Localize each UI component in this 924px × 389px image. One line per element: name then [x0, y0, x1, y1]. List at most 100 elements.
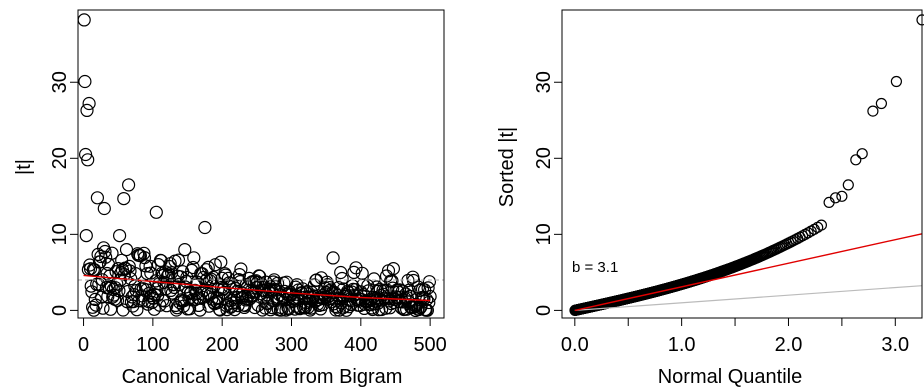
right-reference-line: [574, 285, 923, 311]
left-point: [348, 283, 362, 297]
left-point: [80, 103, 94, 118]
left-point: [112, 284, 126, 298]
left-point: [78, 74, 92, 89]
right-point: [842, 179, 854, 191]
left-point: [139, 259, 153, 273]
left-point: [152, 277, 166, 291]
left-point: [187, 251, 201, 265]
left-point: [238, 298, 252, 313]
right-y-tick-label: 0: [533, 305, 555, 316]
left-point: [367, 272, 381, 286]
left-x-tick-label: 400: [344, 334, 377, 356]
left-point: [178, 243, 192, 257]
left-point: [97, 201, 111, 216]
left-point: [198, 220, 212, 235]
right-y-tick-label: 30: [533, 71, 555, 93]
left-point: [326, 251, 340, 265]
right-point: [836, 190, 848, 202]
left-point: [214, 255, 228, 269]
left-y-tick-label: 20: [49, 147, 71, 169]
left-y-tick-label: 10: [49, 223, 71, 245]
right-x-axis: 0.0 1.0 2.0 3.0: [561, 318, 909, 356]
right-point: [916, 14, 924, 26]
left-point: [234, 262, 248, 276]
right-panel: 0.0 1.0 2.0 3.0 0 10 20 30 b = 3.1 Normal Quan…: [496, 9, 924, 388]
left-point: [137, 246, 151, 260]
right-x-axis-label: Normal Quantile: [658, 366, 803, 388]
left-point: [204, 272, 218, 286]
left-point: [171, 253, 186, 267]
left-y-axis-label: |t|: [13, 159, 35, 175]
left-point: [422, 295, 436, 310]
right-point: [867, 105, 879, 117]
left-point: [420, 303, 434, 317]
left-y-tick-label: 0: [49, 305, 71, 316]
right-point: [856, 148, 868, 160]
left-point: [143, 259, 157, 273]
right-y-axis: 0 10 20 30: [533, 71, 562, 316]
left-point: [219, 268, 233, 282]
right-point: [850, 154, 862, 166]
right-x-tick-label: 3.0: [881, 334, 909, 356]
right-y-tick-label: 20: [533, 147, 555, 169]
right-x-tick-label: 1.0: [668, 334, 696, 356]
left-point: [105, 246, 119, 260]
left-point: [81, 153, 95, 167]
left-point: [149, 205, 163, 219]
right-point: [815, 219, 828, 231]
left-point: [84, 279, 98, 293]
left-x-tick-label: 100: [136, 334, 169, 356]
left-point: [88, 292, 102, 306]
left-x-axis: 0 100 200 300 400 500: [78, 318, 447, 356]
left-plot-frame: [77, 9, 445, 319]
left-point: [248, 300, 262, 315]
right-point: [890, 75, 903, 88]
right-y-tick-label: 10: [533, 223, 555, 245]
left-x-tick-label: 0: [78, 334, 89, 356]
left-point: [79, 229, 93, 243]
right-fit-line: [574, 233, 923, 312]
left-x-tick-label: 200: [205, 334, 238, 356]
left-point: [122, 178, 136, 192]
left-point: [342, 300, 356, 314]
left-panel: 0 100 200 300 400 500 0 10 20 30 Canonical Varia…: [13, 9, 447, 388]
left-point: [99, 250, 113, 264]
left-point: [423, 289, 437, 304]
left-points: [77, 13, 437, 317]
left-point: [165, 286, 179, 300]
right-point: [875, 97, 888, 110]
left-x-axis-label: Canonical Variable from Bigram: [122, 366, 403, 388]
left-point: [193, 303, 207, 317]
right-y-axis-label: Sorted |t|: [496, 127, 518, 207]
right-x-tick-label: 0.0: [561, 334, 589, 356]
left-point: [422, 275, 436, 289]
left-x-tick-label: 500: [413, 334, 446, 356]
left-point: [406, 273, 421, 288]
left-point: [232, 268, 247, 282]
left-point: [254, 276, 268, 290]
left-trend-line: [83, 274, 431, 302]
right-plot-frame: [561, 9, 923, 319]
left-point: [335, 271, 349, 286]
left-point: [421, 281, 435, 295]
left-y-tick-label: 30: [49, 71, 71, 93]
left-point: [264, 303, 278, 317]
left-point: [119, 243, 134, 257]
left-point: [77, 13, 91, 27]
left-point: [188, 283, 202, 297]
right-points: [569, 14, 924, 316]
left-point: [82, 96, 96, 111]
left-point: [334, 265, 348, 280]
left-point: [117, 192, 131, 206]
slope-annotation: b = 3.1: [572, 259, 618, 276]
right-x-tick-label: 2.0: [775, 334, 803, 356]
right-point: [829, 192, 842, 204]
left-point: [110, 293, 125, 307]
left-point: [96, 301, 110, 315]
left-point: [196, 290, 210, 304]
left-x-tick-label: 300: [275, 334, 308, 356]
left-point: [98, 244, 112, 259]
left-point: [112, 229, 127, 243]
left-y-axis: 0 10 20 30: [49, 71, 78, 316]
